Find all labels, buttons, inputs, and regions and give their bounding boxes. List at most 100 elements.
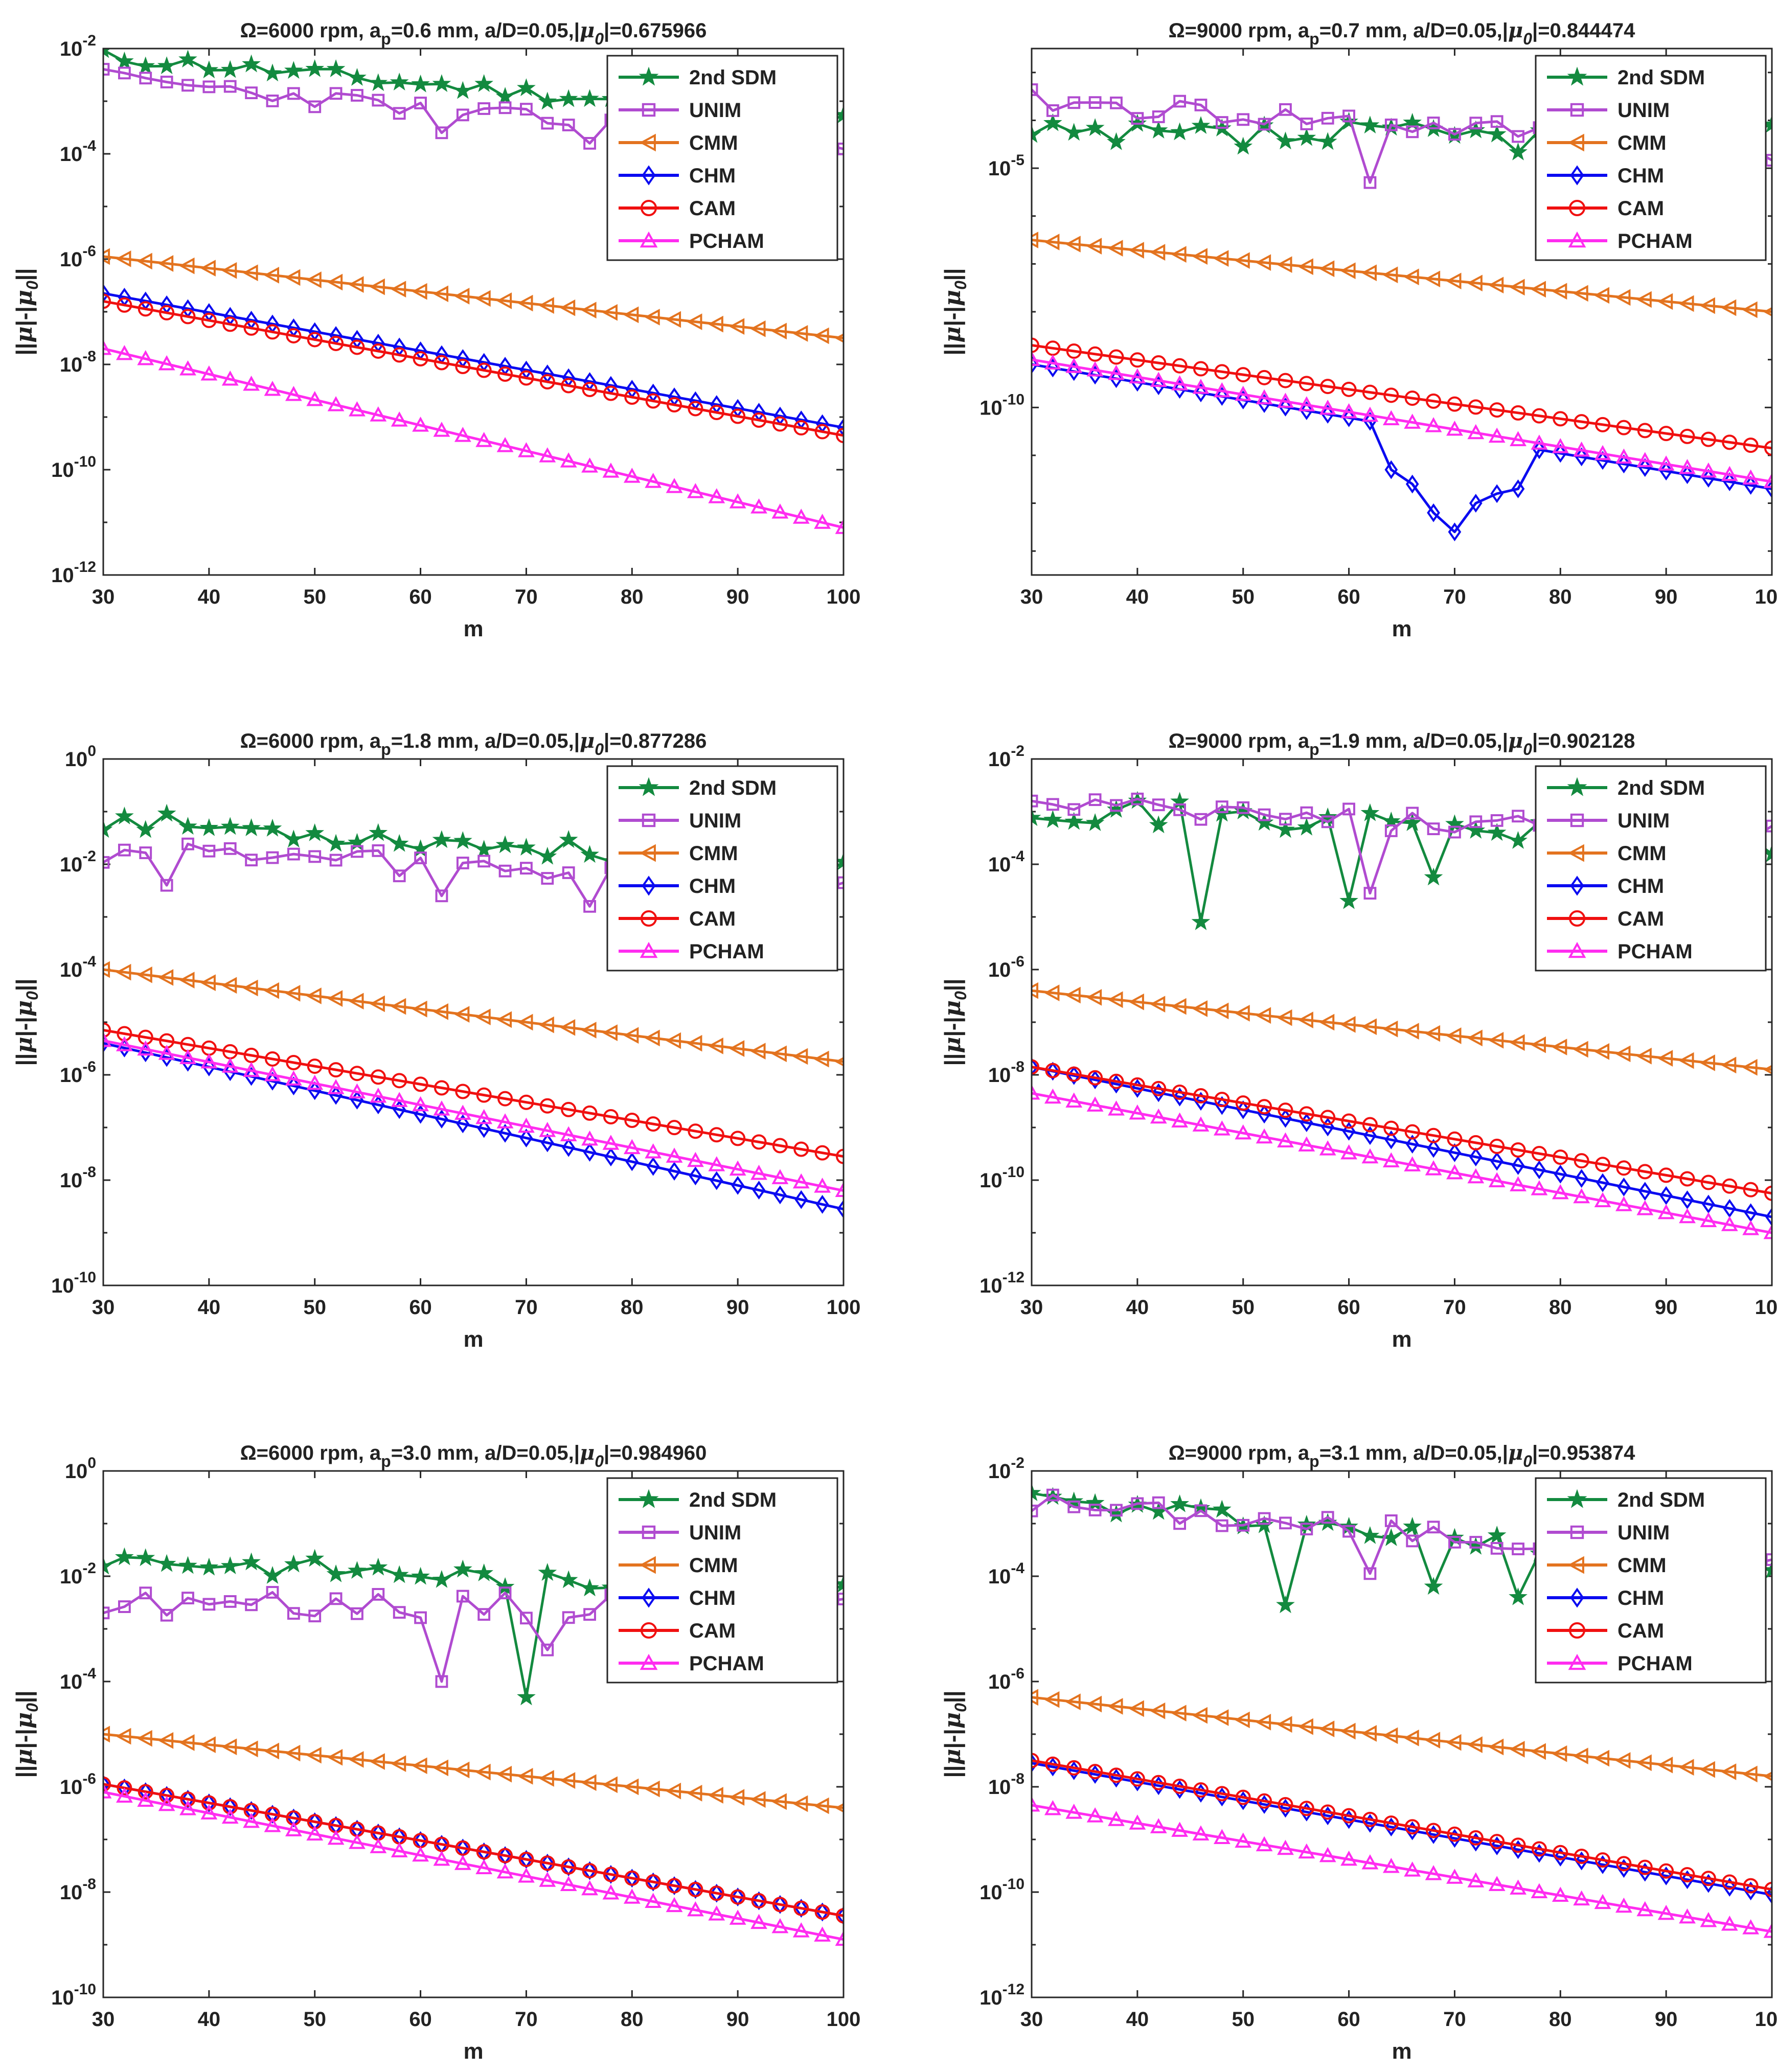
data-point-diamond-marker [1596, 1855, 1609, 1874]
x-tick-label: 30 [92, 2008, 115, 2031]
data-point-star-marker [263, 818, 282, 837]
legend-entry-label: PCHAM [1617, 940, 1693, 963]
data-point-square-marker [308, 850, 322, 863]
data-point-circle-marker [1032, 1059, 1039, 1075]
data-point-left-triangle-marker [348, 993, 364, 1010]
series-group [103, 1547, 844, 1946]
legend: 2nd SDM UNIM CMM CHM CAM PCHAM [1535, 765, 1767, 972]
data-point-square-marker [1342, 1525, 1355, 1538]
data-point-left-triangle-marker [538, 297, 554, 314]
legend-entry-label: PCHAM [689, 230, 764, 252]
data-point-circle-marker [1722, 1178, 1738, 1194]
data-point-up-triangle-marker [137, 350, 154, 365]
legend-entry-label: 2nd SDM [1617, 66, 1705, 89]
data-point-left-triangle-marker [200, 974, 216, 992]
data-point-up-triangle-marker [835, 519, 844, 534]
series-line-cam [103, 1029, 844, 1158]
axes-frame [102, 1470, 845, 1998]
data-point-up-triangle-marker [1108, 1100, 1125, 1116]
data-point-up-triangle-marker [327, 1079, 345, 1094]
data-point-up-triangle-marker [116, 344, 133, 360]
data-point-square-marker [1448, 128, 1461, 141]
data-point-square-marker [477, 102, 491, 115]
data-point-star-marker [538, 1563, 557, 1581]
data-point-circle-marker [1679, 1171, 1695, 1187]
data-point-up-triangle-marker [1552, 438, 1569, 453]
data-point-circle-marker [117, 297, 132, 313]
data-point-up-triangle-marker [370, 1087, 387, 1103]
data-point-up-triangle-marker [645, 1143, 662, 1159]
data-point-star-marker [474, 74, 493, 92]
data-point-diamond-marker [1448, 522, 1462, 542]
x-tick-label: 60 [409, 2008, 432, 2031]
data-point-square-marker [329, 1592, 343, 1605]
data-point-diamond-marker [1131, 373, 1144, 392]
data-point-circle-marker [1108, 1073, 1124, 1089]
data-point-up-triangle-marker [1065, 1092, 1083, 1108]
data-point-circle-marker [1447, 1826, 1463, 1842]
data-point-up-triangle-marker [687, 1901, 704, 1917]
data-point-square-marker [520, 103, 533, 116]
data-point-up-triangle-marker [391, 1842, 408, 1858]
data-point-square-marker [520, 1611, 533, 1625]
data-point-up-triangle-marker [496, 1863, 514, 1879]
data-point-square-marker [583, 1608, 596, 1621]
data-point-circle-marker [1214, 364, 1230, 380]
data-point-left-triangle-marker [306, 987, 322, 1004]
y-tick-label: 10-10 [979, 1164, 1024, 1192]
data-point-left-triangle-marker [1593, 287, 1610, 304]
data-point-diamond-marker [1638, 1862, 1652, 1882]
data-point-circle-marker [243, 1803, 259, 1818]
y-tick-label: 10-8 [60, 1876, 96, 1904]
data-point-circle-marker [582, 381, 598, 397]
data-point-circle-marker [1637, 1164, 1653, 1180]
data-point-circle-marker [1722, 1874, 1738, 1890]
y-tick-label: 10-8 [988, 1058, 1024, 1087]
data-point-diamond-marker [773, 1185, 787, 1205]
x-tick-label: 100 [1755, 1296, 1777, 1319]
data-point-left-triangle-marker [1636, 1754, 1652, 1771]
series-line-cmm [1032, 239, 1772, 313]
data-point-circle-marker [1108, 349, 1124, 365]
data-point-left-triangle-marker [221, 262, 237, 279]
data-point-star-marker [369, 73, 388, 91]
data-point-circle-marker [645, 393, 661, 409]
data-point-up-triangle-marker [814, 514, 831, 529]
data-point-left-triangle-marker [1699, 1761, 1715, 1778]
data-point-square-marker [456, 108, 469, 122]
data-point-diamond-marker [710, 1171, 723, 1190]
data-point-left-triangle-marker [369, 278, 385, 295]
data-point-circle-marker [730, 408, 746, 424]
y-tick-label: 10-6 [988, 1665, 1024, 1693]
data-point-up-triangle-marker [1044, 1800, 1061, 1815]
data-point-up-triangle-marker [1573, 1188, 1590, 1204]
data-point-square-marker [1032, 83, 1038, 96]
x-tick-label: 90 [1655, 1296, 1678, 1319]
data-point-diamond-marker [1032, 355, 1038, 374]
data-point-square-marker [642, 103, 656, 117]
data-point-circle-marker [836, 1908, 844, 1924]
data-point-circle-marker [709, 1885, 724, 1901]
data-point-up-triangle-marker [1192, 1825, 1210, 1840]
data-point-left-triangle-marker [221, 1738, 237, 1756]
data-point-left-triangle-marker [1297, 1011, 1313, 1028]
data-point-left-triangle-marker [1044, 1691, 1060, 1708]
data-point-circle-marker [1151, 1080, 1167, 1096]
data-point-up-triangle-marker [306, 1825, 324, 1841]
data-point-up-triangle-marker [640, 941, 658, 958]
legend-entry-label: CMM [1617, 1554, 1667, 1577]
data-point-up-triangle-marker [1319, 400, 1336, 415]
data-point-diamond-marker [562, 1138, 576, 1157]
data-point-up-triangle-marker [1044, 1088, 1061, 1104]
data-point-circle-marker [434, 1080, 449, 1096]
data-point-circle-marker [751, 1893, 767, 1908]
data-point-square-marker [562, 866, 575, 879]
data-point-up-triangle-marker [539, 1122, 556, 1137]
data-point-up-triangle-marker [158, 1795, 175, 1811]
data-point-star-marker [136, 56, 155, 75]
data-point-left-triangle-marker [771, 1793, 787, 1810]
data-point-left-triangle-marker [1297, 1718, 1313, 1735]
data-point-star-marker [1360, 1526, 1380, 1544]
data-point-left-triangle-marker [157, 969, 174, 986]
data-point-square-marker [1406, 807, 1419, 820]
